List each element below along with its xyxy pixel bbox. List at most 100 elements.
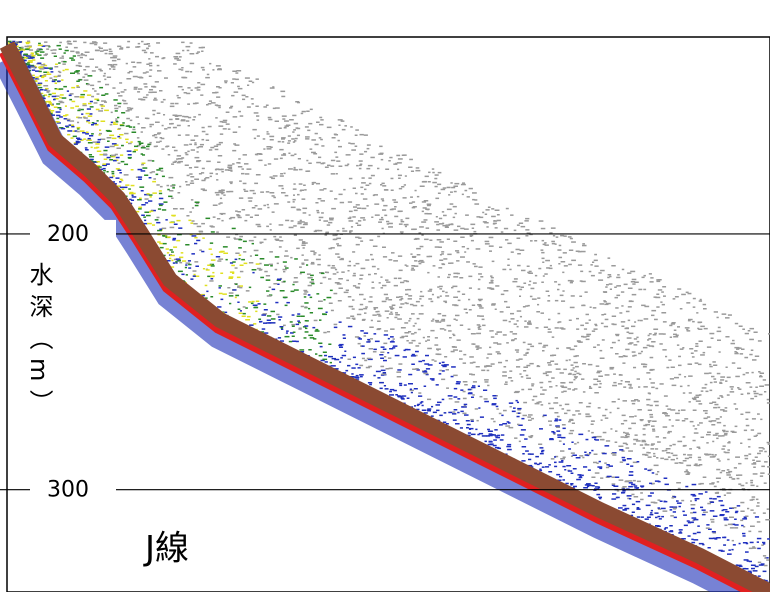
echo-dot — [531, 418, 534, 420]
echo-dot — [705, 454, 709, 456]
echo-dot — [281, 96, 285, 98]
echo-dot — [232, 289, 236, 291]
echo-dot — [496, 408, 498, 410]
echo-dot — [65, 126, 68, 128]
echo-dot — [146, 94, 148, 96]
echo-dot — [523, 415, 527, 417]
echo-dot — [651, 315, 654, 317]
echo-dot — [437, 239, 442, 241]
echo-dot — [391, 178, 394, 180]
echo-dot — [751, 485, 755, 487]
echo-dot — [495, 447, 500, 449]
echo-dot — [119, 172, 121, 174]
echo-dot — [279, 236, 282, 238]
echo-dot — [505, 360, 508, 362]
echo-dot — [421, 261, 425, 263]
echo-dot — [677, 441, 682, 443]
echo-dot — [360, 217, 365, 219]
echo-dot — [355, 146, 358, 148]
echo-dot — [526, 378, 531, 380]
echo-dot — [292, 326, 295, 328]
echo-dot — [460, 325, 463, 327]
echo-dot — [218, 203, 220, 205]
echo-dot — [628, 384, 632, 386]
echo-dot — [181, 119, 186, 121]
echo-dot — [600, 358, 605, 360]
echo-dot — [137, 137, 139, 139]
echo-dot — [99, 129, 101, 131]
echo-dot — [698, 457, 701, 459]
echo-dot — [185, 154, 188, 156]
echo-dot — [584, 328, 587, 330]
echo-dot — [194, 167, 198, 169]
echo-dot — [607, 476, 612, 478]
echo-dot — [465, 190, 468, 192]
echo-dot — [663, 295, 666, 297]
echo-dot — [547, 300, 550, 302]
echo-dot — [454, 409, 458, 411]
echo-dot — [653, 329, 658, 331]
echo-dot — [242, 168, 244, 170]
echo-dot — [121, 91, 125, 93]
echo-dot — [727, 539, 730, 541]
echo-dot — [337, 256, 340, 258]
echo-dot — [629, 301, 634, 303]
echo-dot — [425, 355, 429, 357]
echo-dot — [197, 151, 199, 153]
echo-dot — [625, 349, 629, 351]
echo-dot — [304, 189, 306, 191]
echo-dot — [142, 146, 145, 148]
echo-dot — [287, 201, 290, 203]
echo-dot — [169, 258, 171, 260]
echo-dot — [688, 535, 691, 537]
echo-dot — [229, 218, 232, 220]
echo-dot — [543, 275, 545, 277]
echo-dot — [749, 548, 753, 550]
echo-dot — [383, 205, 387, 207]
echo-dot — [155, 81, 159, 83]
echo-dot — [517, 408, 521, 410]
echo-dot — [353, 285, 356, 287]
echo-dot — [441, 319, 445, 321]
echo-dot — [598, 376, 603, 378]
echo-dot — [570, 483, 573, 485]
echo-dot — [702, 544, 704, 546]
echo-dot — [316, 183, 320, 185]
echo-dot — [48, 68, 52, 70]
echo-dot — [447, 209, 452, 211]
echo-dot — [342, 355, 346, 357]
echo-dot — [526, 365, 530, 367]
echo-dot — [465, 214, 469, 216]
echo-dot — [73, 55, 76, 57]
echo-dot — [743, 535, 746, 537]
echo-dot — [349, 178, 352, 180]
echo-dot — [349, 261, 351, 263]
echo-dot — [258, 160, 262, 162]
echo-dot — [643, 447, 645, 449]
echo-dot — [758, 575, 761, 577]
echo-dot — [308, 123, 312, 125]
echo-dot — [305, 328, 307, 330]
echo-dot — [159, 193, 162, 195]
echo-dot — [256, 78, 259, 80]
echo-dot — [582, 245, 587, 247]
echo-dot — [703, 512, 708, 514]
echo-dot — [71, 59, 75, 61]
echo-dot — [311, 152, 316, 154]
echo-dot — [561, 437, 565, 439]
echo-dot — [672, 385, 677, 387]
echo-dot — [671, 459, 675, 461]
echo-dot — [410, 389, 412, 391]
echo-dot — [437, 286, 439, 288]
echo-dot — [468, 389, 471, 391]
echo-dot — [247, 168, 252, 170]
echo-dot — [484, 401, 489, 403]
echo-dot — [160, 186, 163, 188]
echo-dot — [582, 457, 584, 459]
echo-dot — [718, 435, 722, 437]
echo-dot — [235, 253, 239, 255]
echo-dot — [127, 41, 130, 43]
echo-dot — [412, 354, 415, 356]
echo-dot — [691, 494, 696, 496]
echo-dot — [579, 477, 583, 479]
